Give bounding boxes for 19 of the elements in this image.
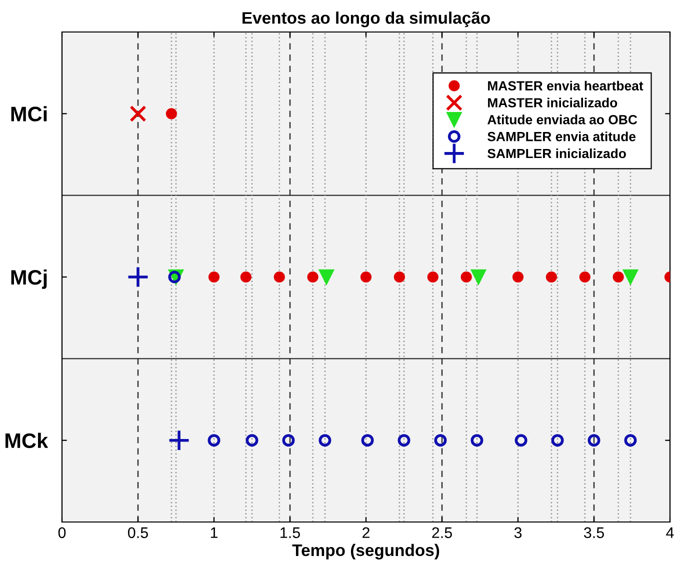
x-tick-label: 0 <box>58 527 66 538</box>
legend-label: SAMPLER envia atitude <box>488 132 636 142</box>
y-tick-label: MCk <box>6 432 48 448</box>
y-tick-label: MCi <box>11 106 47 122</box>
x-tick-label: 4 <box>666 527 674 538</box>
legend-label: Atitude enviada ao OBC <box>487 114 638 124</box>
x-tick-label: 3.5 <box>584 527 604 538</box>
chart-title: Eventos ao longo da simulação <box>242 12 490 28</box>
x-tick-label: 2.5 <box>432 527 452 538</box>
x-tick-label: 1.5 <box>280 527 300 538</box>
x-tick-label: 0.5 <box>128 527 148 538</box>
x-tick-label: 3 <box>514 527 522 538</box>
legend-label: MASTER envia heartbeat <box>488 80 644 91</box>
y-tick-label: MCj <box>11 269 47 289</box>
x-tick-label: 2 <box>362 527 370 538</box>
x-axis-title: Tempo (segundos) <box>292 544 440 560</box>
legend-label: MASTER inicializado <box>488 98 618 108</box>
legend-label: SAMPLER inicializado <box>488 148 626 158</box>
x-tick-label: 1 <box>210 527 218 538</box>
